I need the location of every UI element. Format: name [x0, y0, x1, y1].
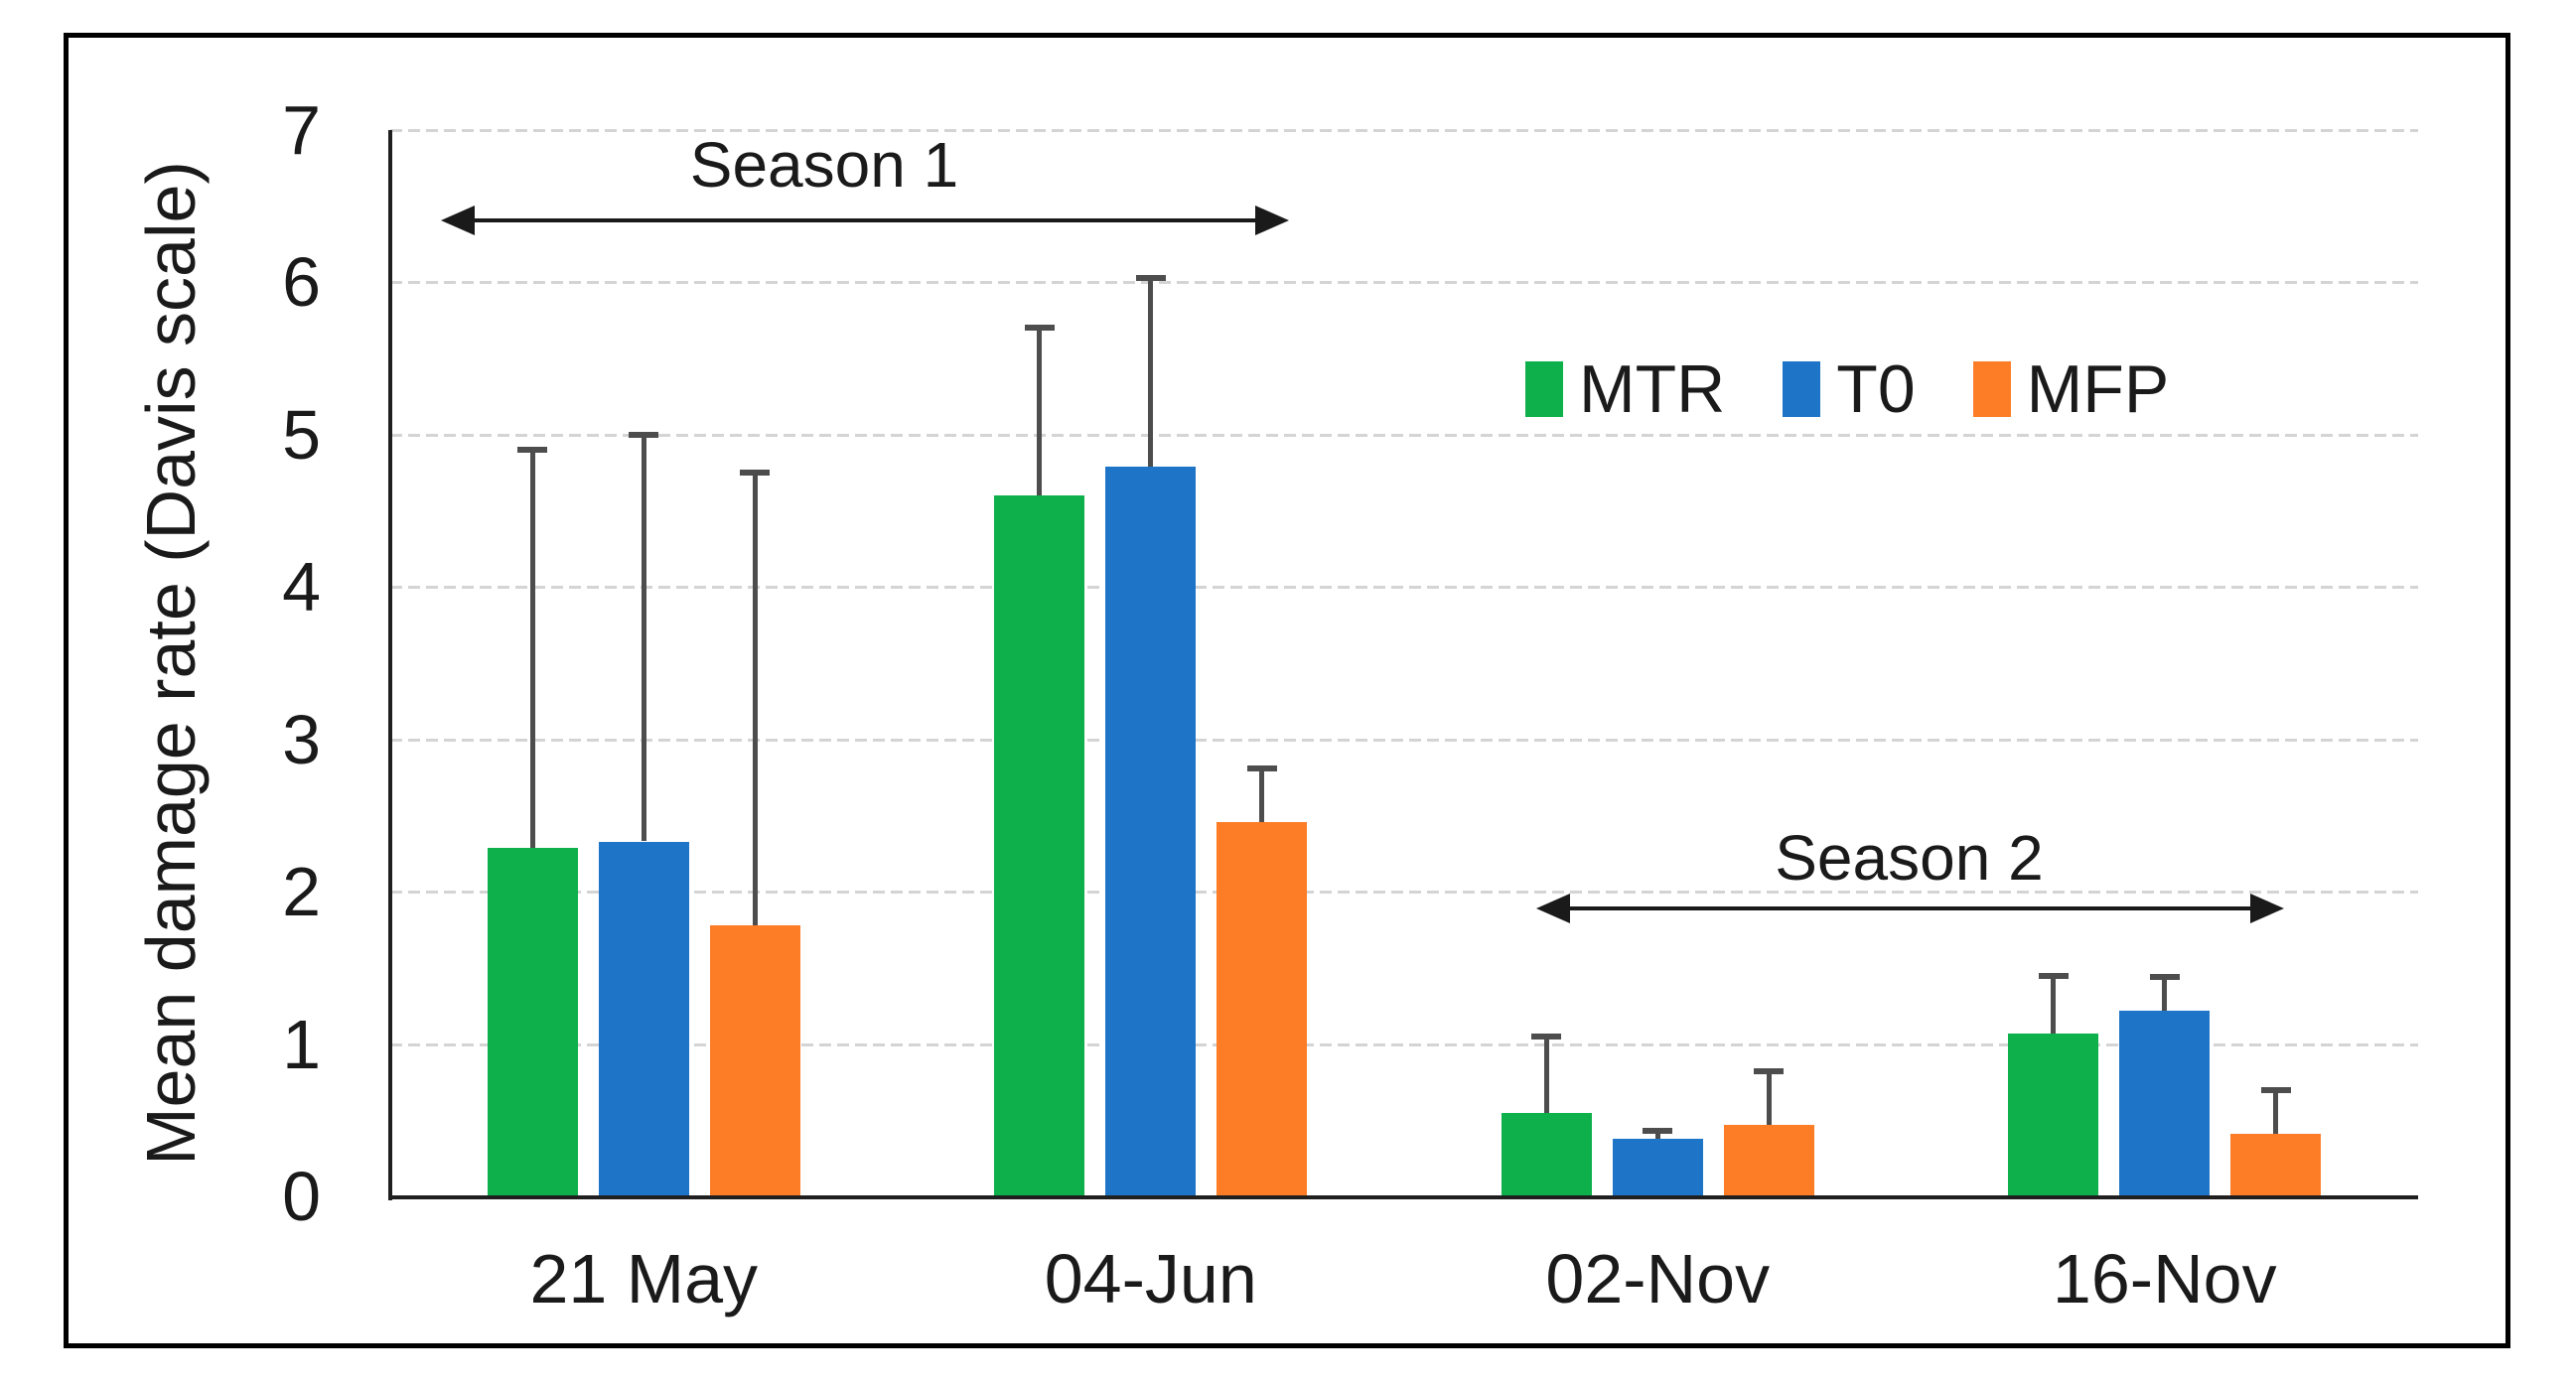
legend-item-t0: T0 — [1783, 351, 1916, 427]
legend: MTR T0 MFP — [1525, 355, 2169, 423]
bar-t0-2 — [1612, 1138, 1703, 1196]
error-bar-stem — [2051, 975, 2057, 1034]
bar-mtr-0 — [487, 847, 578, 1196]
legend-label: MTR — [1579, 351, 1726, 427]
error-bar-cap — [1135, 274, 1166, 281]
bar-mfp-3 — [2230, 1134, 2322, 1196]
error-bar-cap — [629, 431, 659, 438]
bar-mfp-2 — [1723, 1124, 1814, 1196]
arrowhead-left-icon — [1535, 894, 1570, 924]
legend-swatch-t0 — [1783, 361, 1821, 417]
y-tick-label-6: 6 — [282, 243, 321, 322]
arrowhead-left-icon — [441, 205, 476, 235]
x-tick-label-2: 04-Jun — [1044, 1240, 1257, 1317]
error-bar-cap — [1246, 764, 1277, 771]
bar-t0-0 — [598, 841, 689, 1196]
y-tick-label-5: 5 — [282, 395, 321, 474]
error-bar-stem — [529, 450, 535, 848]
error-bar-stem — [1654, 1131, 1660, 1139]
season-annotation-label: Season 2 — [1775, 822, 2044, 895]
y-axis-line — [388, 130, 392, 1200]
arrowhead-right-icon — [2250, 894, 2285, 924]
arrowhead-right-icon — [1254, 205, 1289, 235]
gridline-y5 — [390, 433, 2418, 437]
bar-mfp-0 — [709, 924, 800, 1196]
error-bar-stem — [2162, 977, 2168, 1011]
bar-mtr-3 — [2008, 1033, 2099, 1196]
error-bar-stem — [1259, 767, 1265, 822]
y-tick-label-0: 0 — [282, 1158, 321, 1235]
legend-label: MFP — [2026, 351, 2170, 427]
season-arrow-line-1 — [469, 217, 1261, 222]
error-bar-cap — [517, 447, 548, 454]
error-bar-stem — [752, 473, 758, 925]
x-tick-label-4: 16-Nov — [2052, 1240, 2277, 1317]
season-arrow-line-2 — [1563, 906, 2257, 911]
gridline-y1 — [390, 1042, 2418, 1046]
x-tick-label-3: 02-Nov — [1545, 1240, 1771, 1317]
error-bar-stem — [641, 434, 646, 842]
y-tick-label-2: 2 — [282, 853, 321, 931]
error-bar-stem — [1037, 328, 1043, 496]
gridline-y3 — [390, 738, 2418, 742]
legend-item-mfp: MFP — [1972, 351, 2170, 427]
bar-mtr-2 — [1501, 1112, 1592, 1196]
y-tick-label-1: 1 — [282, 1005, 321, 1083]
x-axis-line — [388, 1195, 2418, 1199]
legend-swatch-mfp — [1972, 361, 2011, 417]
x-tick-label-1: 21 May — [529, 1240, 759, 1317]
legend-swatch-mtr — [1525, 361, 1563, 417]
error-bar-cap — [1531, 1033, 1562, 1040]
gridline-y2 — [390, 891, 2418, 895]
bar-mfp-1 — [1216, 821, 1308, 1196]
bar-t0-3 — [2119, 1010, 2211, 1196]
error-bar-stem — [1148, 277, 1154, 468]
gridline-y6 — [390, 281, 2418, 285]
error-bar-cap — [1754, 1068, 1785, 1075]
season-annotation-label: Season 1 — [689, 129, 959, 202]
error-bar-cap — [1024, 325, 1055, 332]
error-bar-cap — [740, 470, 771, 477]
error-bar-cap — [2038, 972, 2069, 979]
y-tick-label-3: 3 — [282, 700, 321, 778]
gridline-y7 — [390, 129, 2418, 132]
error-bar-stem — [2273, 1089, 2279, 1135]
gridline-y4 — [390, 586, 2418, 590]
error-bar-cap — [2149, 974, 2180, 981]
error-bar-stem — [1543, 1036, 1549, 1113]
bar-mtr-1 — [994, 495, 1085, 1196]
y-tick-label-4: 4 — [282, 548, 321, 626]
y-tick-label-7: 7 — [282, 91, 321, 169]
legend-label: T0 — [1836, 351, 1916, 427]
legend-item-mtr: MTR — [1525, 355, 1725, 423]
error-bar-stem — [1766, 1071, 1772, 1125]
bar-t0-1 — [1105, 467, 1197, 1196]
error-bar-cap — [1643, 1128, 1673, 1135]
error-bar-cap — [2260, 1086, 2291, 1093]
